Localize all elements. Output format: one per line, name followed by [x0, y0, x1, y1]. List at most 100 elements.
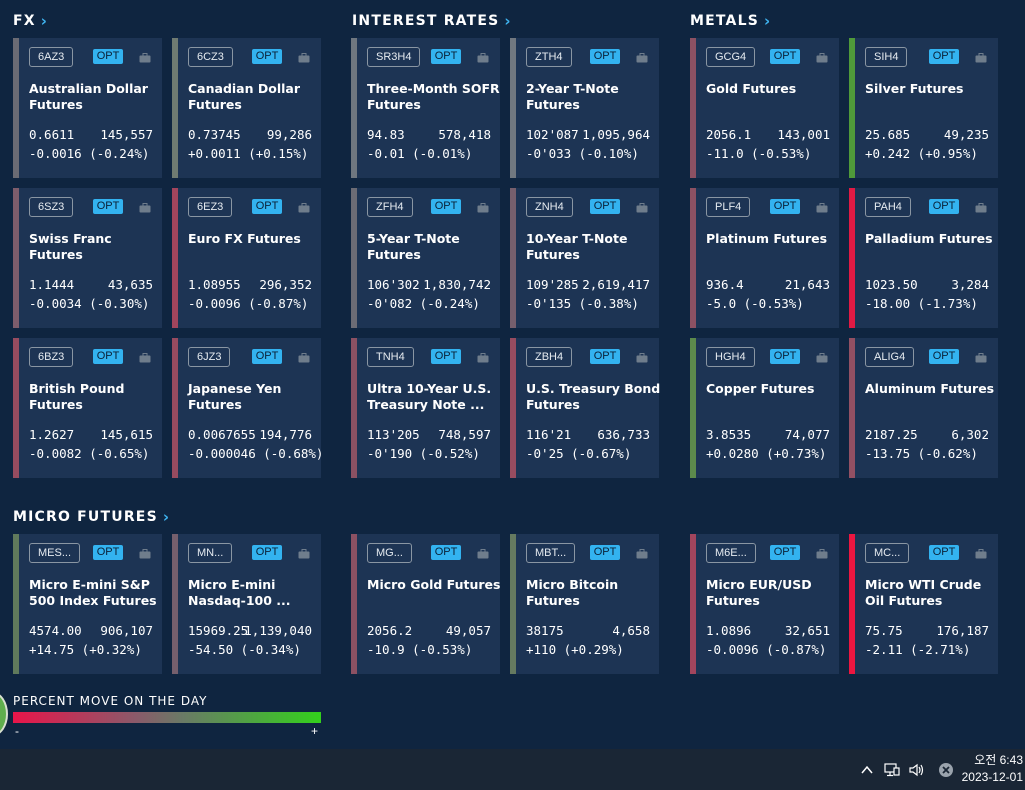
- briefcase-icon[interactable]: [298, 200, 310, 213]
- briefcase-icon[interactable]: [975, 546, 987, 559]
- options-button[interactable]: OPT: [93, 349, 123, 364]
- section-metals[interactable]: METALS ›: [690, 12, 771, 30]
- contract-symbol: 6EZ3: [188, 197, 233, 217]
- options-button[interactable]: OPT: [929, 349, 959, 364]
- briefcase-icon[interactable]: [975, 200, 987, 213]
- briefcase-icon[interactable]: [477, 50, 489, 63]
- contract-name: Palladium Futures: [865, 231, 993, 246]
- section-micro-futures[interactable]: MICRO FUTURES ›: [13, 508, 170, 526]
- options-button[interactable]: OPT: [590, 49, 620, 64]
- futures-card[interactable]: ZTH4 OPT 2-Year T-Note Futures 102'087 1,095…: [510, 38, 659, 178]
- futures-card[interactable]: PAH4 OPT Palladium Futures 1023.50 3,284 -18.…: [849, 188, 998, 328]
- futures-card[interactable]: 6SZ3 OPT Swiss Franc Futures 1.1444 43,635 -0…: [13, 188, 162, 328]
- options-button[interactable]: OPT: [590, 349, 620, 364]
- options-button[interactable]: OPT: [252, 545, 282, 560]
- price-change: -0'082 (-0.24%): [367, 296, 480, 311]
- contract-symbol: ALIG4: [865, 347, 915, 367]
- options-button[interactable]: OPT: [770, 199, 800, 214]
- futures-card[interactable]: MG... OPT Micro Gold Futures 2056.2 49,057 -1…: [351, 534, 500, 674]
- futures-card[interactable]: 6JZ3 OPT Japanese Yen Futures 0.0067655 194,…: [172, 338, 323, 478]
- briefcase-icon[interactable]: [477, 350, 489, 363]
- chevron-up-icon[interactable]: [860, 763, 874, 777]
- options-button[interactable]: OPT: [93, 49, 123, 64]
- options-button[interactable]: OPT: [929, 199, 959, 214]
- briefcase-icon[interactable]: [636, 200, 648, 213]
- volume: 143,001: [777, 127, 830, 142]
- futures-card[interactable]: SIH4 OPT Silver Futures 25.685 49,235 +0.242 …: [849, 38, 998, 178]
- network-icon[interactable]: [884, 762, 900, 777]
- close-circle-icon[interactable]: [938, 762, 954, 778]
- briefcase-icon[interactable]: [477, 200, 489, 213]
- futures-card[interactable]: SR3H4 OPT Three-Month SOFR Futures 94.83 578…: [351, 38, 500, 178]
- briefcase-icon[interactable]: [139, 546, 151, 559]
- futures-card[interactable]: 6CZ3 OPT Canadian Dollar Futures 0.73745 99,…: [172, 38, 321, 178]
- options-button[interactable]: OPT: [252, 49, 282, 64]
- briefcase-icon[interactable]: [636, 350, 648, 363]
- futures-card[interactable]: M6E... OPT Micro EUR/USD Futures 1.0896 32,6…: [690, 534, 839, 674]
- options-button[interactable]: OPT: [590, 199, 620, 214]
- last-price: 1.1444: [29, 277, 75, 292]
- futures-card[interactable]: MES... OPT Micro E-mini S&P 500 Index Futu…: [13, 534, 162, 674]
- futures-card[interactable]: ZFH4 OPT 5-Year T-Note Futures 106'302 1,830…: [351, 188, 500, 328]
- side-panel-handle[interactable]: [0, 692, 8, 736]
- briefcase-icon[interactable]: [816, 50, 828, 63]
- briefcase-icon[interactable]: [477, 546, 489, 559]
- futures-card[interactable]: 6BZ3 OPT British Pound Futures 1.2627 145,61…: [13, 338, 162, 478]
- price-change: -0.0082 (-0.65%): [29, 446, 150, 461]
- options-button[interactable]: OPT: [252, 199, 282, 214]
- briefcase-icon[interactable]: [816, 350, 828, 363]
- volume: 3,284: [951, 277, 989, 292]
- briefcase-icon[interactable]: [975, 50, 987, 63]
- futures-card[interactable]: ZBH4 OPT U.S. Treasury Bond Futures 116'21 6…: [510, 338, 661, 478]
- section-fx[interactable]: FX ›: [13, 12, 48, 30]
- options-button[interactable]: OPT: [93, 545, 123, 560]
- futures-card[interactable]: MC... OPT Micro WTI Crude Oil Futures 75.75…: [849, 534, 998, 674]
- options-button[interactable]: OPT: [929, 49, 959, 64]
- briefcase-icon[interactable]: [975, 350, 987, 363]
- contract-symbol: 6JZ3: [188, 347, 231, 367]
- futures-card[interactable]: TNH4 OPT Ultra 10-Year U.S. Treasury Note …: [351, 338, 500, 478]
- taskbar-clock[interactable]: 오전 6:43 2023-12-01: [962, 752, 1023, 786]
- options-button[interactable]: OPT: [252, 349, 282, 364]
- section-interest-rates[interactable]: INTEREST RATES ›: [352, 12, 512, 30]
- clock-date: 2023-12-01: [961, 770, 1023, 784]
- futures-card[interactable]: ALIG4 OPT Aluminum Futures 2187.25 6,302 -13.…: [849, 338, 998, 478]
- last-price: 0.73745: [188, 127, 241, 142]
- briefcase-icon[interactable]: [139, 200, 151, 213]
- speaker-icon[interactable]: [908, 763, 926, 777]
- volume: 145,615: [100, 427, 153, 442]
- options-button[interactable]: OPT: [590, 545, 620, 560]
- briefcase-icon[interactable]: [816, 546, 828, 559]
- futures-card[interactable]: ZNH4 OPT 10-Year T-Note Futures 109'285 2,61…: [510, 188, 659, 328]
- briefcase-icon[interactable]: [139, 350, 151, 363]
- options-button[interactable]: OPT: [431, 545, 461, 560]
- briefcase-icon[interactable]: [816, 200, 828, 213]
- options-button[interactable]: OPT: [431, 349, 461, 364]
- volume: 145,557: [100, 127, 153, 142]
- briefcase-icon[interactable]: [298, 546, 310, 559]
- futures-card[interactable]: MBT... OPT Micro Bitcoin Futures 38175 4,658…: [510, 534, 659, 674]
- briefcase-icon[interactable]: [298, 50, 310, 63]
- options-button[interactable]: OPT: [770, 349, 800, 364]
- options-button[interactable]: OPT: [431, 49, 461, 64]
- futures-card[interactable]: 6AZ3 OPT Australian Dollar Futures 0.6611 14…: [13, 38, 162, 178]
- briefcase-icon[interactable]: [636, 546, 648, 559]
- last-price: 109'285: [526, 277, 579, 292]
- briefcase-icon[interactable]: [636, 50, 648, 63]
- futures-card[interactable]: HGH4 OPT Copper Futures 3.8535 74,077 +0.0280…: [690, 338, 839, 478]
- contract-name: U.S. Treasury Bond Futures: [526, 381, 661, 412]
- briefcase-icon[interactable]: [298, 350, 310, 363]
- options-button[interactable]: OPT: [929, 545, 959, 560]
- options-button[interactable]: OPT: [770, 49, 800, 64]
- futures-card[interactable]: PLF4 OPT Platinum Futures 936.4 21,643 -5.0 (…: [690, 188, 839, 328]
- options-button[interactable]: OPT: [770, 545, 800, 560]
- contract-name: Australian Dollar Futures: [29, 81, 148, 112]
- last-price: 15969.25: [188, 623, 249, 638]
- futures-card[interactable]: MN... OPT Micro E-mini Nasdaq-100 ... 15969…: [172, 534, 321, 674]
- briefcase-icon[interactable]: [139, 50, 151, 63]
- options-button[interactable]: OPT: [93, 199, 123, 214]
- price-change: -18.00 (-1.73%): [865, 296, 978, 311]
- options-button[interactable]: OPT: [431, 199, 461, 214]
- futures-card[interactable]: 6EZ3 OPT Euro FX Futures 1.08955 296,352 -0.0…: [172, 188, 321, 328]
- futures-card[interactable]: GCG4 OPT Gold Futures 2056.1 143,001 -11.0 (-…: [690, 38, 839, 178]
